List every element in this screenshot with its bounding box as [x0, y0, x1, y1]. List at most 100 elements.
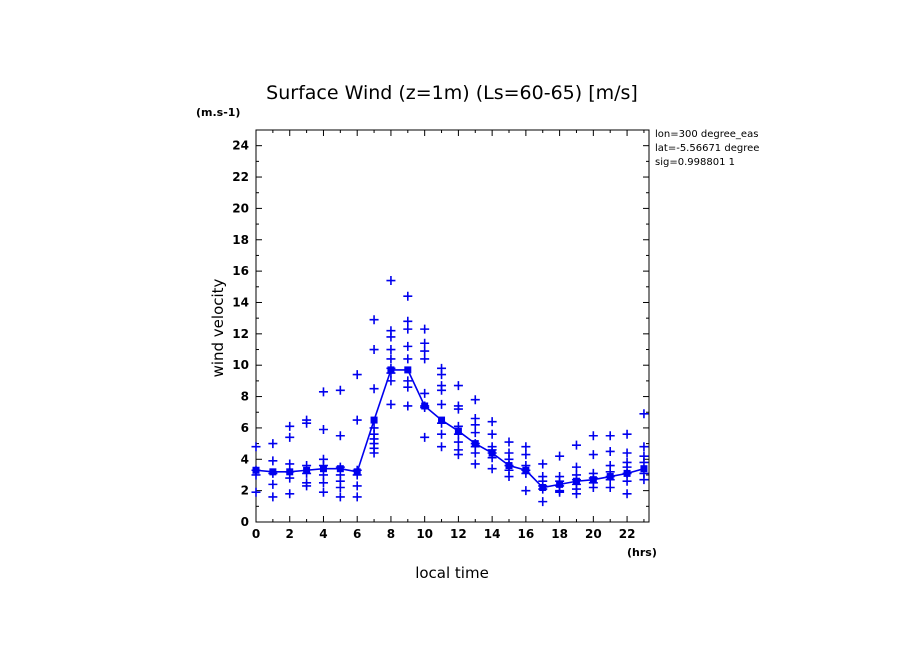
x-tick-label: 2	[286, 527, 294, 541]
sample-point	[268, 439, 278, 449]
sample-point	[369, 448, 379, 458]
sample-point	[622, 448, 632, 458]
sample-point	[453, 381, 463, 391]
sample-point	[403, 316, 413, 326]
y-tick-label: 22	[232, 170, 249, 184]
y-axis-label: wind velocity	[209, 278, 227, 377]
sample-point	[470, 459, 480, 469]
x-tick-label: 14	[484, 527, 501, 541]
sample-point	[403, 324, 413, 334]
sample-point	[318, 487, 328, 497]
x-tick-label: 0	[252, 527, 260, 541]
x-tick-label: 12	[450, 527, 467, 541]
sample-point	[386, 345, 396, 355]
x-tick-label: 8	[387, 527, 395, 541]
y-tick-label: 10	[232, 358, 249, 372]
mean-marker	[404, 366, 412, 374]
sample-point	[470, 448, 480, 458]
sample-point	[268, 456, 278, 466]
sample-point	[420, 324, 430, 334]
mean-marker	[319, 465, 327, 473]
mean-marker	[556, 480, 564, 488]
sample-point	[335, 492, 345, 502]
sample-point	[622, 476, 632, 486]
sample-point	[571, 440, 581, 450]
y-tick-label: 18	[232, 233, 249, 247]
mean-marker	[539, 484, 547, 492]
sample-point	[420, 388, 430, 398]
y-tick-label: 8	[241, 390, 249, 404]
sample-point	[639, 409, 649, 419]
sample-point	[521, 442, 531, 452]
y-tick-label: 16	[232, 264, 249, 278]
sample-point	[470, 420, 480, 430]
sample-point	[605, 431, 615, 441]
sample-point	[571, 489, 581, 499]
sample-point	[369, 345, 379, 355]
sample-point	[538, 459, 548, 469]
sample-point	[605, 446, 615, 456]
sample-point	[420, 354, 430, 364]
mean-marker	[488, 449, 496, 457]
x-tick-label: 16	[518, 527, 535, 541]
sample-point	[318, 478, 328, 488]
sample-point	[622, 489, 632, 499]
sample-point	[605, 483, 615, 493]
y-tick-label: 4	[241, 452, 249, 466]
sample-point	[588, 450, 598, 460]
mean-marker	[387, 366, 395, 374]
sample-point	[521, 486, 531, 496]
sample-point	[318, 424, 328, 434]
sample-point	[487, 464, 497, 474]
sample-point	[571, 462, 581, 472]
sample-point	[538, 497, 548, 507]
sample-point	[335, 483, 345, 493]
sample-point	[352, 370, 362, 380]
sample-point	[285, 459, 295, 469]
x-tick-label: 4	[319, 527, 327, 541]
sample-point	[302, 481, 312, 491]
sample-point	[437, 442, 447, 452]
sample-point	[521, 450, 531, 460]
x-unit-label: (hrs)	[627, 546, 657, 559]
sample-point	[386, 332, 396, 342]
y-tick-label: 20	[232, 201, 249, 215]
sample-point	[453, 404, 463, 414]
chart-title: Surface Wind (z=1m) (Ls=60-65) [m/s]	[266, 82, 638, 104]
sample-point	[251, 442, 261, 452]
sample-point	[352, 415, 362, 425]
sample-point	[335, 385, 345, 395]
mean-marker	[454, 427, 462, 435]
sample-point	[335, 431, 345, 441]
mean-marker	[353, 468, 361, 476]
sample-point	[386, 354, 396, 364]
mean-marker	[370, 416, 378, 424]
sample-point	[369, 384, 379, 394]
mean-marker	[505, 462, 513, 470]
mean-marker	[623, 469, 631, 477]
sample-point	[386, 276, 396, 286]
sample-point	[437, 399, 447, 409]
sample-point	[487, 429, 497, 439]
mean-marker	[606, 473, 614, 481]
sample-point	[437, 385, 447, 395]
sample-point	[352, 492, 362, 502]
mean-marker	[522, 466, 530, 474]
sample-point	[285, 432, 295, 442]
sample-point	[453, 450, 463, 460]
mean-marker	[421, 402, 429, 410]
mean-marker	[269, 468, 277, 476]
sample-point	[403, 382, 413, 392]
sample-point	[487, 417, 497, 427]
sample-point	[251, 487, 261, 497]
sample-point	[555, 487, 565, 497]
mean-marker	[640, 465, 648, 473]
y-tick-label: 14	[232, 295, 249, 309]
y-tick-label: 0	[241, 515, 249, 529]
mean-marker	[303, 466, 311, 474]
sample-point	[302, 418, 312, 428]
sample-point	[403, 401, 413, 411]
sample-point	[504, 472, 514, 482]
x-tick-label: 22	[619, 527, 636, 541]
x-tick-label: 10	[416, 527, 433, 541]
